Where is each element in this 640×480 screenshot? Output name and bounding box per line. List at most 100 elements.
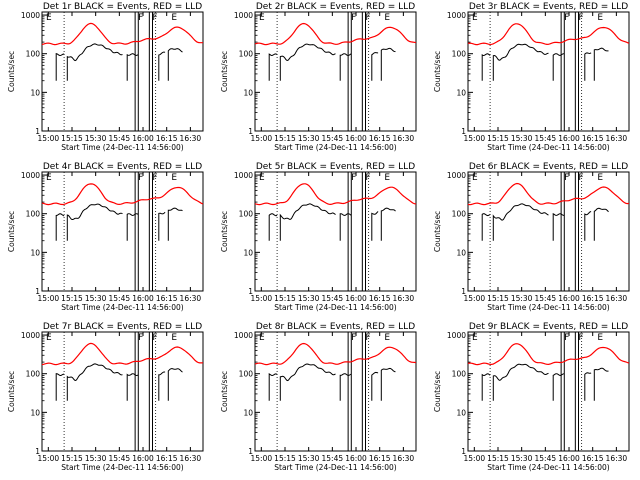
y-tick-label: 10 — [243, 408, 253, 417]
series-events-line — [66, 363, 123, 401]
x-tick-label: 15:15 — [274, 134, 296, 143]
x-tick-label: 16:30 — [393, 454, 415, 463]
series-events-line — [492, 43, 549, 81]
x-tick-label: 15:45 — [322, 454, 344, 463]
y-axis-label: Counts/sec — [7, 51, 16, 92]
y-tick-label: 1000 — [21, 11, 40, 20]
x-tick-label: 15:30 — [85, 454, 107, 463]
x-tick-label: 16:00 — [558, 134, 580, 143]
flag-label: F — [138, 173, 143, 183]
x-axis-label: Start Time (24-Dec-11 14:56:00) — [61, 463, 183, 472]
x-tick-label: 15:30 — [511, 454, 533, 463]
x-axis-label: Start Time (24-Dec-11 14:56:00) — [274, 463, 396, 472]
y-axis-label: Counts/sec — [220, 51, 229, 92]
series-events-line — [158, 51, 166, 81]
series-lld-line — [41, 183, 204, 206]
series-events-line — [66, 43, 123, 81]
x-tick-label: 16:15 — [369, 294, 391, 303]
y-tick-label: 100 — [452, 210, 467, 219]
y-axis-label: Counts/sec — [220, 211, 229, 252]
x-tick-label: 16:30 — [180, 294, 202, 303]
series-events-line — [158, 371, 166, 401]
x-tick-label: 15:00 — [464, 454, 486, 463]
x-tick-label: 16:15 — [582, 134, 604, 143]
series-events-line — [339, 373, 352, 401]
x-tick-label: 15:00 — [38, 134, 60, 143]
series-events-line — [279, 203, 336, 241]
series-events-line — [380, 367, 396, 401]
x-tick-label: 16:15 — [156, 294, 178, 303]
x-tick-label: 16:00 — [558, 294, 580, 303]
x-tick-label: 16:15 — [156, 134, 178, 143]
flag-label: E — [259, 173, 265, 183]
series-events-line — [584, 52, 592, 81]
flag-label: E — [171, 333, 177, 343]
series-events-line — [339, 213, 352, 241]
series-events-line — [268, 213, 278, 241]
flag-label: F — [365, 13, 370, 23]
x-tick-label: 15:45 — [535, 134, 557, 143]
x-tick-label: 15:30 — [85, 134, 107, 143]
x-axis-label: Start Time (24-Dec-11 14:56:00) — [61, 303, 183, 312]
x-tick-label: 16:00 — [345, 294, 367, 303]
y-tick-label: 1000 — [234, 11, 253, 20]
series-events-line — [481, 213, 491, 241]
flag-label: F — [564, 173, 569, 183]
y-tick-label: 100 — [26, 50, 41, 59]
x-tick-label: 15:15 — [61, 134, 83, 143]
panel-title: Det 8r BLACK = Events, RED = LLD — [256, 322, 415, 332]
y-tick-label: 1 — [248, 287, 253, 296]
flag-label: E — [171, 13, 177, 23]
series-events-line — [481, 53, 491, 81]
flag-label: F — [578, 173, 583, 183]
x-tick-label: 15:00 — [251, 294, 273, 303]
series-events-line — [371, 371, 379, 401]
panel-title: Det 4r BLACK = Events, RED = LLD — [43, 162, 202, 172]
x-tick-label: 16:30 — [606, 454, 628, 463]
y-tick-label: 10 — [456, 408, 466, 417]
y-axis-label: Counts/sec — [220, 371, 229, 412]
y-tick-label: 10 — [30, 248, 40, 257]
series-events-line — [380, 47, 396, 81]
series-events-line — [371, 211, 379, 241]
series-events-line — [167, 48, 183, 81]
series-events-line — [279, 363, 336, 401]
panel-title: Det 9r BLACK = Events, RED = LLD — [469, 322, 628, 332]
series-events-line — [552, 53, 565, 81]
flag-label: E — [472, 173, 478, 183]
y-tick-label: 10 — [456, 248, 466, 257]
x-tick-label: 16:30 — [606, 134, 628, 143]
flag-label: E — [597, 13, 603, 23]
flag-label: F — [578, 333, 583, 343]
flag-label: E — [259, 13, 265, 23]
x-tick-label: 15:30 — [85, 294, 107, 303]
y-tick-label: 1 — [35, 447, 40, 456]
plot-frame — [467, 11, 630, 132]
panel-title: Det 5r BLACK = Events, RED = LLD — [256, 162, 415, 172]
series-lld-line — [254, 342, 417, 366]
y-tick-label: 1 — [35, 127, 40, 136]
series-events-line — [126, 53, 139, 81]
series-lld-line — [41, 22, 203, 46]
detector-panel-9: Det 9r BLACK = Events, RED = LLD 15:00 15:… — [433, 322, 630, 472]
series-events-line — [492, 203, 549, 241]
y-tick-label: 10 — [456, 88, 466, 97]
plot-frame — [254, 331, 417, 452]
series-events-line — [167, 207, 183, 241]
x-tick-label: 15:45 — [322, 134, 344, 143]
y-axis-label: Counts/sec — [433, 51, 442, 92]
flag-label: F — [351, 173, 356, 183]
flag-label: F — [138, 13, 143, 23]
series-events-line — [584, 372, 592, 401]
x-tick-label: 15:15 — [274, 454, 296, 463]
flag-label: E — [597, 173, 603, 183]
x-tick-label: 15:30 — [298, 134, 320, 143]
x-axis-label: Start Time (24-Dec-11 14:56:00) — [487, 143, 609, 152]
series-events-line — [552, 212, 565, 241]
panel-title: Det 3r BLACK = Events, RED = LLD — [469, 2, 628, 12]
x-tick-label: 16:15 — [582, 454, 604, 463]
series-events-line — [66, 203, 123, 241]
x-tick-label: 15:00 — [38, 454, 60, 463]
